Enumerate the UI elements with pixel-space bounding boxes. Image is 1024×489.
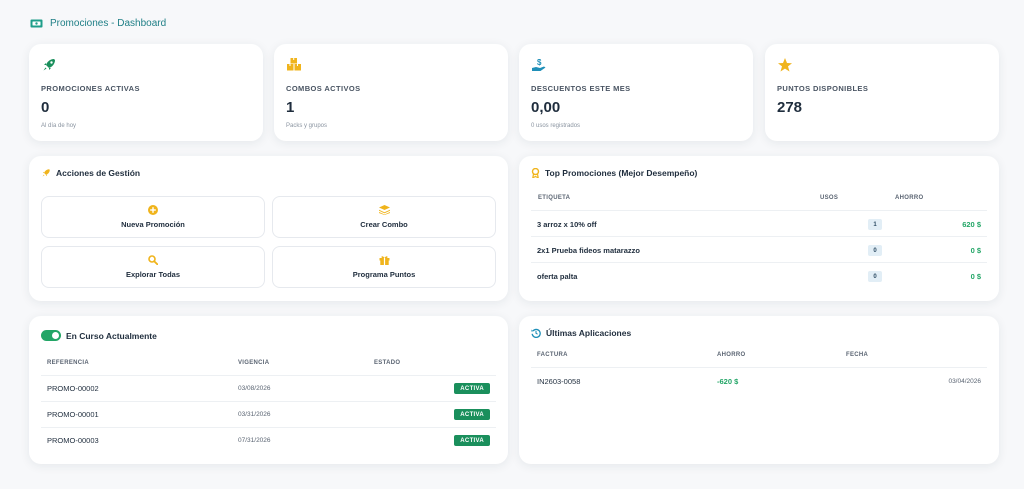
status-badge: ACTIVA — [454, 409, 490, 420]
table-row[interactable]: 2x1 Prueba fideos matarazzo 0 0 $ — [531, 236, 987, 262]
kpi-subtext: Packs y grupos — [286, 123, 328, 129]
table-row[interactable]: PROMO-00002 03/08/2026 ACTIVA — [41, 375, 496, 401]
button-label: Crear Combo — [360, 220, 408, 229]
kpi-value: 0 — [41, 99, 50, 116]
column-header-uses: USOS — [820, 195, 839, 201]
page-header: Promociones - Dashboard — [30, 18, 166, 29]
status-badge: ACTIVA — [454, 383, 490, 394]
layers-icon — [378, 205, 390, 215]
page-title: Promociones - Dashboard — [50, 18, 167, 29]
svg-text:$: $ — [537, 58, 542, 67]
kpi-card-active-combos: COMBOS ACTIVOS 1 Packs y grupos — [274, 44, 508, 141]
column-header-invoice: FACTURA — [537, 352, 568, 358]
gift-icon — [379, 256, 389, 265]
kpi-card-available-points: PUNTOS DISPONIBLES 278 — [765, 44, 999, 141]
uses-count: 1 — [868, 219, 882, 230]
toggle-on-icon — [41, 330, 61, 341]
kpi-subtext: Al día de hoy — [41, 123, 77, 129]
kpi-value: 0,00 — [531, 99, 561, 116]
kpi-label: COMBOS ACTIVOS — [286, 84, 361, 93]
table-row[interactable]: PROMO-00003 07/31/2026 ACTIVA — [41, 427, 496, 453]
kpi-value: 278 — [777, 99, 803, 116]
plus-circle-icon — [148, 205, 158, 215]
savings-amount: 0 $ — [970, 246, 981, 255]
promo-validity: 07/31/2026 — [238, 437, 271, 444]
rocket-icon — [43, 59, 55, 71]
hand-dollar-icon: $ — [532, 58, 546, 71]
current-promotions-card: En Curso Actualmente REFERENCIA VIGENCIA… — [29, 316, 508, 464]
promo-label: 3 arroz x 10% off — [537, 220, 597, 229]
explore-all-button[interactable]: Explorar Todas — [41, 246, 265, 288]
column-header-date: FECHA — [846, 352, 869, 358]
points-program-button[interactable]: Programa Puntos — [272, 246, 496, 288]
button-label: Programa Puntos — [352, 270, 416, 279]
section-title-text: Acciones de Gestión — [56, 168, 141, 178]
uses-count: 0 — [868, 245, 882, 256]
section-title: Acciones de Gestión — [41, 168, 140, 178]
award-icon — [531, 168, 540, 178]
status-badge: ACTIVA — [454, 435, 490, 446]
top-promotions-card: Top Promociones (Mejor Desempeño) ETIQUE… — [519, 156, 999, 301]
kpi-card-active-promotions: PROMOCIONES ACTIVAS 0 Al día de hoy — [29, 44, 263, 141]
promo-label: oferta palta — [537, 272, 578, 281]
table-row[interactable]: 3 arroz x 10% off 1 620 $ — [531, 210, 987, 236]
new-promotion-button[interactable]: Nueva Promoción — [41, 196, 265, 238]
invoice-number: IN2603-0058 — [537, 377, 581, 386]
boxes-icon — [287, 58, 301, 71]
section-title: Últimas Aplicaciones — [531, 328, 631, 338]
column-header-reference: REFERENCIA — [47, 360, 90, 366]
kpi-value: 1 — [286, 99, 295, 116]
table-row[interactable]: PROMO-00001 03/31/2026 ACTIVA — [41, 401, 496, 427]
column-header-label: ETIQUETA — [538, 195, 571, 201]
promo-reference: PROMO-00003 — [47, 436, 99, 445]
section-title-text: Top Promociones (Mejor Desempeño) — [545, 168, 698, 178]
promo-label: 2x1 Prueba fideos matarazzo — [537, 246, 640, 255]
savings-amount: -620 $ — [717, 377, 739, 386]
application-date: 03/04/2026 — [948, 378, 981, 385]
section-title-text: Últimas Aplicaciones — [546, 328, 632, 338]
search-icon — [148, 255, 158, 265]
kpi-label: PROMOCIONES ACTIVAS — [41, 84, 140, 93]
column-header-validity: VIGENCIA — [238, 360, 270, 366]
kpi-card-monthly-discounts: $ DESCUENTOS ESTE MES 0,00 0 usos regist… — [519, 44, 753, 141]
money-bill-icon — [30, 19, 43, 28]
promo-reference: PROMO-00002 — [47, 384, 99, 393]
section-title: En Curso Actualmente — [41, 330, 157, 341]
kpi-label: PUNTOS DISPONIBLES — [777, 84, 869, 93]
star-icon — [778, 58, 792, 72]
kpi-subtext: 0 usos registrados — [531, 123, 581, 129]
table-row[interactable]: oferta palta 0 0 $ — [531, 262, 987, 288]
recent-applications-card: Últimas Aplicaciones FACTURA AHORRO FECH… — [519, 316, 999, 464]
button-label: Explorar Todas — [125, 270, 181, 279]
section-title: Top Promociones (Mejor Desempeño) — [531, 168, 697, 178]
management-actions-card: Acciones de Gestión Nueva Promoción Crea… — [29, 156, 508, 301]
uses-count: 0 — [868, 271, 882, 282]
table-row[interactable]: IN2603-0058 -620 $ 03/04/2026 — [531, 367, 987, 393]
column-header-status: ESTADO — [374, 360, 401, 366]
button-label: Nueva Promoción — [121, 220, 185, 229]
history-icon — [531, 328, 541, 338]
promo-validity: 03/08/2026 — [238, 385, 271, 392]
kpi-label: DESCUENTOS ESTE MES — [531, 84, 631, 93]
savings-amount: 0 $ — [970, 272, 981, 281]
promo-validity: 03/31/2026 — [238, 411, 271, 418]
promo-reference: PROMO-00001 — [47, 410, 99, 419]
rocket-icon — [42, 169, 50, 177]
column-header-savings: AHORRO — [717, 352, 746, 358]
savings-amount: 620 $ — [962, 220, 981, 229]
create-combo-button[interactable]: Crear Combo — [272, 196, 496, 238]
column-header-savings: AHORRO — [895, 195, 924, 201]
section-title-text: En Curso Actualmente — [66, 330, 157, 341]
